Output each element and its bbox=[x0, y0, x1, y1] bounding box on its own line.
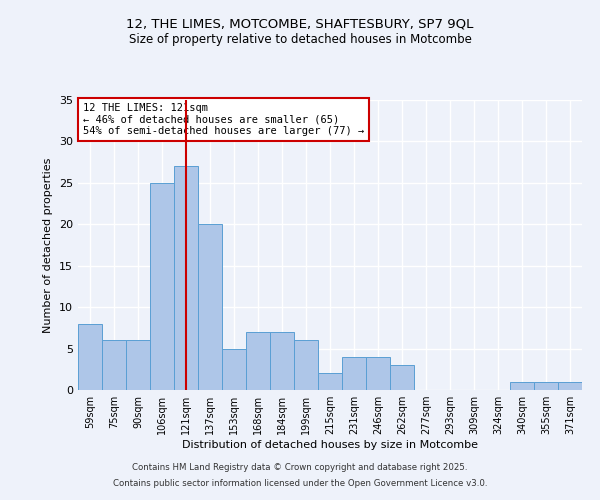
Text: 12, THE LIMES, MOTCOMBE, SHAFTESBURY, SP7 9QL: 12, THE LIMES, MOTCOMBE, SHAFTESBURY, SP… bbox=[127, 18, 473, 30]
Bar bbox=[102, 340, 126, 390]
Bar bbox=[294, 340, 318, 390]
Text: Size of property relative to detached houses in Motcombe: Size of property relative to detached ho… bbox=[128, 32, 472, 46]
Text: Contains public sector information licensed under the Open Government Licence v3: Contains public sector information licen… bbox=[113, 478, 487, 488]
Bar bbox=[174, 166, 198, 390]
Bar bbox=[534, 382, 558, 390]
Y-axis label: Number of detached properties: Number of detached properties bbox=[43, 158, 53, 332]
Text: Contains HM Land Registry data © Crown copyright and database right 2025.: Contains HM Land Registry data © Crown c… bbox=[132, 464, 468, 472]
Text: 12 THE LIMES: 121sqm
← 46% of detached houses are smaller (65)
54% of semi-detac: 12 THE LIMES: 121sqm ← 46% of detached h… bbox=[83, 103, 364, 136]
Bar bbox=[150, 183, 174, 390]
Bar bbox=[246, 332, 270, 390]
Bar bbox=[510, 382, 534, 390]
X-axis label: Distribution of detached houses by size in Motcombe: Distribution of detached houses by size … bbox=[182, 440, 478, 450]
Bar bbox=[198, 224, 222, 390]
Bar bbox=[318, 374, 342, 390]
Bar bbox=[366, 357, 390, 390]
Bar bbox=[222, 348, 246, 390]
Bar bbox=[558, 382, 582, 390]
Bar bbox=[78, 324, 102, 390]
Bar bbox=[342, 357, 366, 390]
Bar bbox=[270, 332, 294, 390]
Bar bbox=[390, 365, 414, 390]
Bar bbox=[126, 340, 150, 390]
